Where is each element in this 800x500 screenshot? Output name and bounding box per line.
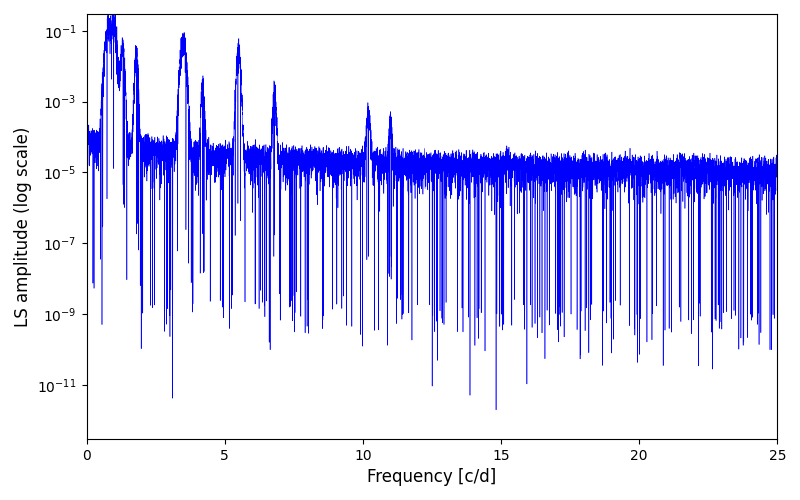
X-axis label: Frequency [c/d]: Frequency [c/d]	[367, 468, 497, 486]
Y-axis label: LS amplitude (log scale): LS amplitude (log scale)	[14, 126, 32, 326]
